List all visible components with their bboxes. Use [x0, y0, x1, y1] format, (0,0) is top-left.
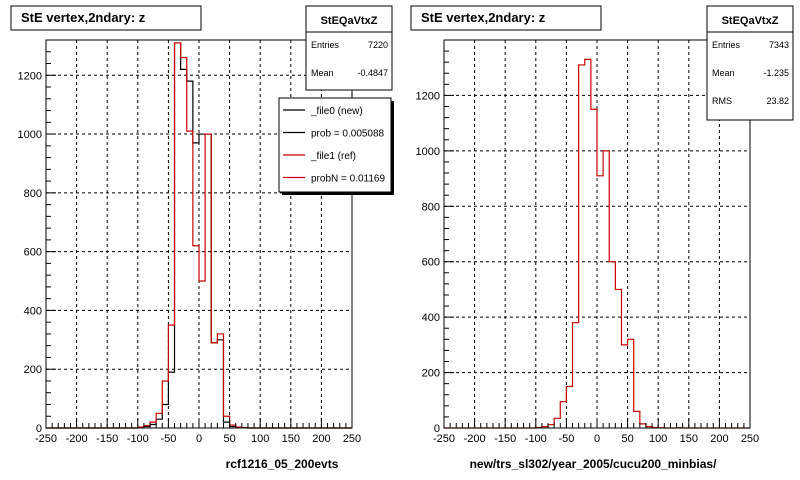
- x-tick-label: 0: [594, 433, 600, 445]
- y-tick-label: 600: [24, 247, 42, 259]
- y-tick-label: 200: [422, 368, 440, 380]
- x-tick-label: 250: [343, 433, 361, 445]
- stats-box: [706, 5, 794, 121]
- stats-label: RMS: [712, 96, 732, 106]
- chart-title: StE vertex,2ndary: z: [21, 10, 146, 25]
- x-tick-label: -250: [35, 433, 57, 445]
- x-tick-label: 200: [312, 433, 330, 445]
- stats-label: Entries: [311, 40, 340, 50]
- x-tick-label: 50: [223, 433, 235, 445]
- right-histogram-panel: -250 -200 -150 -100 -50 0 50 100 150 200 250 0 200 40…: [410, 5, 794, 471]
- stats-box: [305, 5, 393, 91]
- x-axis-label: new/trs_sl302/year_2005/cucu200_minbias/: [470, 457, 717, 471]
- stats-value: 23.82: [766, 96, 789, 106]
- y-tick-label: 1000: [18, 129, 42, 141]
- y-tick-label: 600: [422, 257, 440, 269]
- x-tick-label: -150: [96, 433, 118, 445]
- legend-entry: probN = 0.01169: [311, 174, 385, 185]
- x-tick-label: 100: [251, 433, 269, 445]
- x-tick-label: 150: [282, 433, 300, 445]
- left-histogram-panel: -250 -200 -150 -100 -50 0 50 100 150 200 250 0 200 40…: [10, 5, 394, 471]
- x-tick-label: -150: [494, 433, 516, 445]
- stats-label: Entries: [712, 40, 741, 50]
- stats-value: 7220: [368, 40, 388, 50]
- stats-value: 7343: [769, 40, 789, 50]
- x-tick-label: -50: [558, 433, 574, 445]
- y-tick-label: 1000: [416, 146, 440, 158]
- legend-entry: prob = 0.005088: [311, 129, 385, 140]
- title-box: [10, 5, 202, 31]
- x-tick-label: -250: [433, 433, 455, 445]
- legend-box: [278, 97, 392, 193]
- x-tick-label: 200: [710, 433, 728, 445]
- title-box: [410, 5, 602, 31]
- legend-entry: _file0 (new): [310, 106, 363, 117]
- y-tick-label: 1200: [18, 70, 42, 82]
- legend-entry: _file1 (ref): [310, 151, 356, 162]
- x-tick-label: -100: [525, 433, 547, 445]
- x-axis-label: rcf1216_05_200evts: [226, 457, 339, 471]
- stats-value: -1.235: [763, 68, 789, 78]
- stats-label: Mean: [712, 68, 735, 78]
- x-tick-label: 150: [680, 433, 698, 445]
- x-tick-label: -50: [160, 433, 176, 445]
- stats-name: StEQaVtxZ: [722, 15, 779, 27]
- x-tick-label: 0: [196, 433, 202, 445]
- x-tick-label: -100: [127, 433, 149, 445]
- x-tick-label: 50: [621, 433, 633, 445]
- chart-title: StE vertex,2ndary: z: [421, 10, 546, 25]
- y-tick-label: 400: [24, 305, 42, 317]
- x-tick-label: 250: [741, 433, 759, 445]
- y-tick-label: 1200: [416, 90, 440, 102]
- stats-value: -0.4847: [357, 68, 388, 78]
- y-tick-label: 200: [24, 364, 42, 376]
- x-tick-label: -200: [66, 433, 88, 445]
- y-tick-label: 800: [422, 201, 440, 213]
- x-tick-label: -200: [464, 433, 486, 445]
- x-tick-label: 100: [649, 433, 667, 445]
- y-tick-label: 800: [24, 188, 42, 200]
- y-tick-label: 0: [434, 423, 440, 435]
- stats-name: StEQaVtxZ: [321, 15, 378, 27]
- y-tick-label: 0: [36, 423, 42, 435]
- stats-label: Mean: [311, 68, 334, 78]
- y-tick-label: 400: [422, 312, 440, 324]
